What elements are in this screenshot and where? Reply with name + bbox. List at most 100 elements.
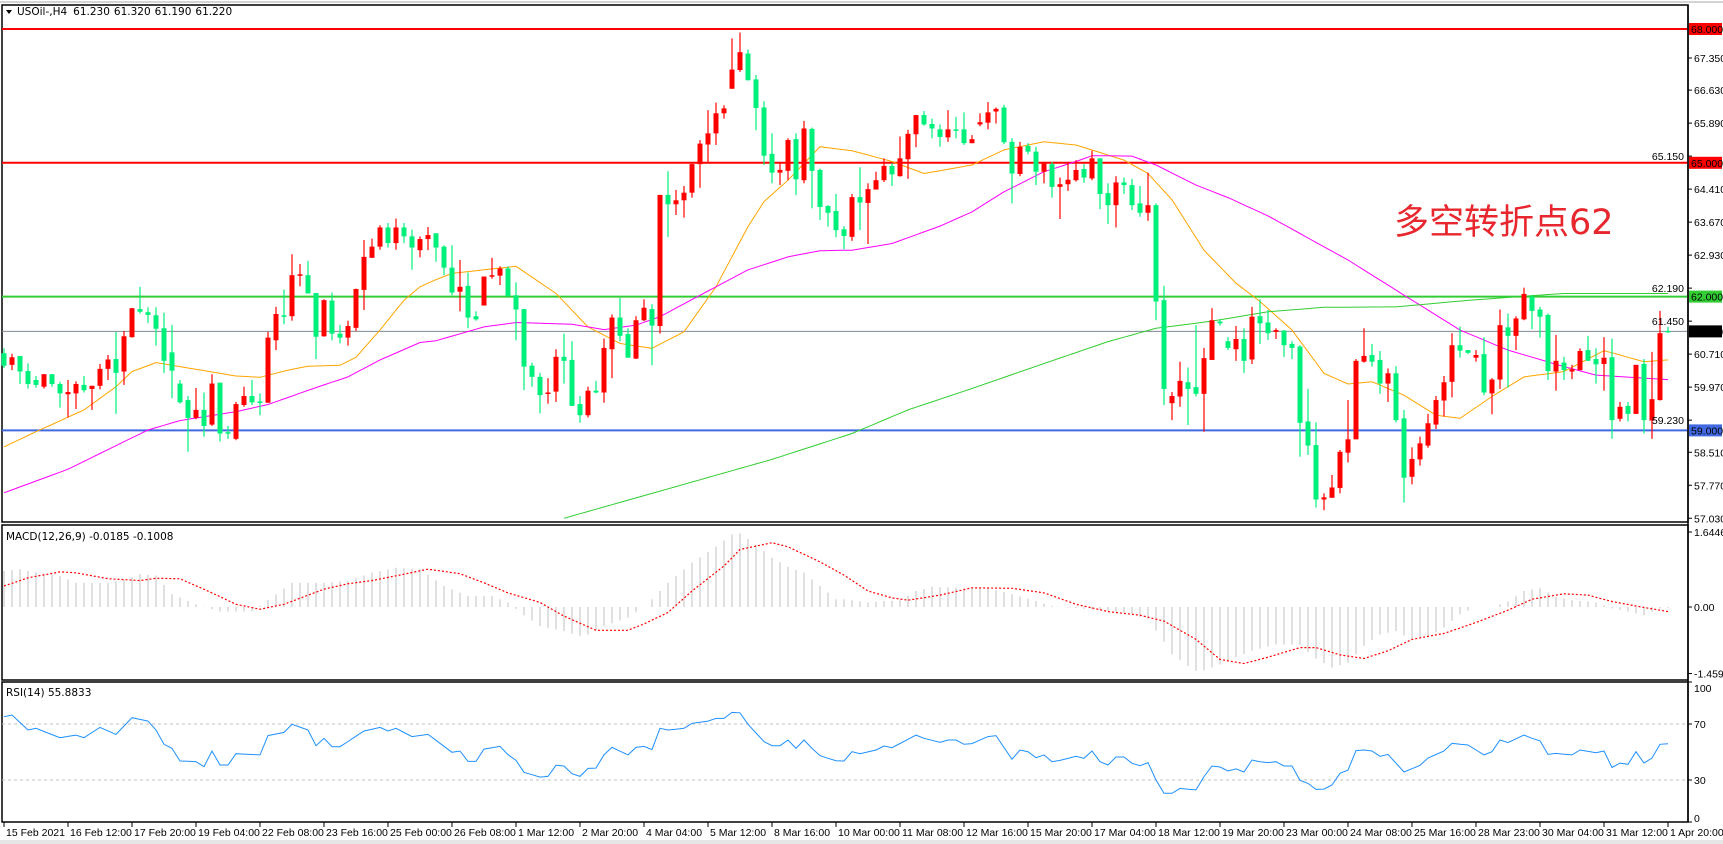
candle bbox=[481, 276, 487, 306]
candle bbox=[153, 307, 159, 346]
candle bbox=[1665, 326, 1671, 333]
candle bbox=[1369, 343, 1375, 367]
time-axis-label: 15 Mar 20:00 bbox=[1030, 827, 1092, 839]
candle-body bbox=[921, 115, 927, 125]
candle bbox=[65, 380, 71, 418]
candle bbox=[1249, 306, 1255, 364]
candle-body bbox=[577, 404, 583, 416]
candle bbox=[537, 372, 543, 414]
candle-body bbox=[625, 334, 631, 358]
candle-body bbox=[33, 380, 39, 385]
candle-body bbox=[1313, 445, 1319, 500]
candle bbox=[609, 314, 615, 379]
candle-body bbox=[1593, 359, 1599, 365]
candle bbox=[201, 392, 207, 437]
candle bbox=[689, 163, 695, 198]
candle bbox=[1553, 334, 1559, 391]
candle-body bbox=[769, 153, 775, 173]
candle bbox=[1065, 161, 1071, 191]
candle-body bbox=[1497, 325, 1503, 380]
candle-body bbox=[1505, 327, 1511, 336]
candle bbox=[905, 129, 911, 179]
candle-body bbox=[1033, 151, 1039, 172]
candle bbox=[1473, 350, 1479, 362]
candle-body bbox=[1289, 343, 1295, 348]
candle-body bbox=[1569, 369, 1575, 372]
candle-body bbox=[1417, 443, 1423, 460]
triangle-down-icon[interactable] bbox=[6, 10, 12, 14]
candle-body bbox=[801, 128, 807, 181]
candle-body bbox=[929, 123, 935, 129]
candle-body bbox=[209, 383, 215, 425]
candle-body bbox=[1617, 406, 1623, 419]
candle bbox=[1081, 164, 1087, 183]
candle-body bbox=[57, 384, 63, 394]
level-label: 68.000 bbox=[1691, 24, 1723, 36]
time-axis-label: 4 Mar 04:00 bbox=[646, 827, 702, 839]
candle bbox=[625, 328, 631, 358]
candle-body bbox=[865, 189, 871, 203]
candle bbox=[273, 306, 279, 351]
candle-body bbox=[537, 376, 543, 396]
candle bbox=[9, 353, 15, 371]
candle bbox=[673, 190, 679, 215]
candle bbox=[17, 355, 23, 385]
candle-body bbox=[1209, 320, 1215, 360]
candle bbox=[1593, 348, 1599, 384]
time-axis-label: 1 Apr 20:00 bbox=[1670, 827, 1723, 839]
price-axis-label: 62.930 bbox=[1694, 250, 1723, 262]
candle-body bbox=[81, 384, 87, 391]
level-label-bg bbox=[1689, 424, 1722, 437]
candle-body bbox=[1233, 338, 1239, 350]
candle-body bbox=[217, 382, 223, 434]
candle-body bbox=[1113, 182, 1119, 206]
candle-body bbox=[473, 316, 479, 320]
level-label: 59.000 bbox=[1691, 425, 1723, 437]
candle-body bbox=[1169, 396, 1175, 404]
ohlc-open: 61.230 bbox=[73, 6, 110, 18]
candle bbox=[521, 309, 527, 391]
candle bbox=[1393, 366, 1399, 423]
price-axis-label: 58.510 bbox=[1694, 447, 1723, 459]
candle-body bbox=[257, 401, 263, 403]
time-axis-label: 15 Feb 2021 bbox=[6, 827, 65, 839]
candle-body bbox=[833, 210, 839, 231]
candle-body bbox=[65, 392, 71, 395]
candle-body bbox=[993, 108, 999, 112]
candle-body bbox=[1401, 418, 1407, 478]
candle bbox=[137, 286, 143, 314]
candle-body bbox=[953, 129, 959, 131]
macd-pane bbox=[1, 524, 1689, 681]
candle bbox=[633, 316, 639, 360]
candle-body bbox=[841, 229, 847, 236]
candle-body bbox=[1025, 145, 1031, 152]
candle bbox=[745, 49, 751, 81]
time-axis-label: 11 Mar 08:00 bbox=[902, 827, 963, 839]
candle-body bbox=[849, 197, 855, 237]
candle-body bbox=[313, 293, 319, 337]
candle-body bbox=[1441, 382, 1447, 401]
candle bbox=[553, 349, 559, 402]
candle bbox=[161, 312, 167, 373]
candle-body bbox=[465, 285, 471, 318]
macd-axis-label: -1.4594 bbox=[1694, 669, 1723, 681]
candle-body bbox=[121, 336, 127, 372]
candle-body bbox=[1, 353, 7, 366]
candle bbox=[1217, 319, 1223, 326]
candle bbox=[657, 194, 663, 334]
candle bbox=[1305, 388, 1311, 455]
price-axis-label: 57.770 bbox=[1694, 480, 1723, 492]
price-axis-label: 67.350 bbox=[1694, 53, 1723, 65]
candle-body bbox=[377, 227, 383, 247]
time-axis-label: 16 Feb 12:00 bbox=[70, 827, 132, 839]
candle bbox=[1505, 313, 1511, 388]
candle bbox=[913, 115, 919, 148]
time-axis-label: 17 Mar 04:00 bbox=[1094, 827, 1156, 839]
candle bbox=[129, 308, 135, 338]
candle-body bbox=[969, 139, 975, 144]
candle bbox=[1561, 356, 1567, 381]
candle-body bbox=[1449, 345, 1455, 382]
candle bbox=[1337, 450, 1343, 494]
candle bbox=[817, 168, 823, 220]
